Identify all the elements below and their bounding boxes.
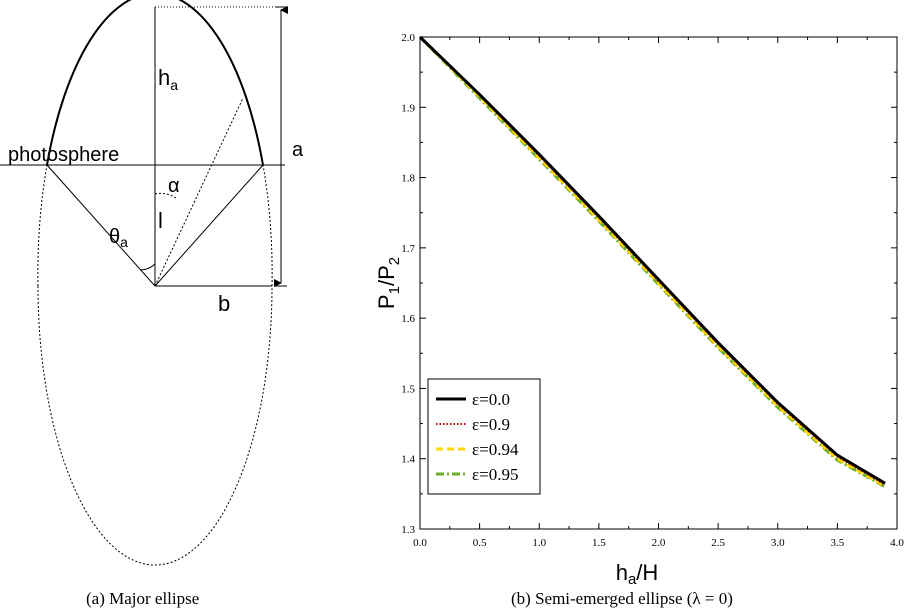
photosphere-label: photosphere <box>8 144 119 166</box>
a-label: a <box>292 139 304 161</box>
series-layer <box>418 35 886 489</box>
x-tick-label: 0.0 <box>413 537 427 549</box>
l-label: l <box>158 208 163 233</box>
y-tick-label: 1.4 <box>401 454 415 466</box>
x-tick-label: 3.0 <box>771 537 785 549</box>
y-tick-label: 1.3 <box>401 524 415 536</box>
legend-label: ε=0.0 <box>472 390 510 409</box>
x-tick-label: 2.0 <box>652 537 666 549</box>
series-line <box>418 35 886 485</box>
ellipse-diagram: photosphere ha a α l θa b (a) Major elli… <box>0 0 304 608</box>
y-tick-label: 1.8 <box>401 173 415 185</box>
dotted-radius <box>154 97 244 287</box>
right-chord <box>154 164 264 287</box>
legend-label: ε=0.95 <box>472 465 518 484</box>
y-tick-label: 2.0 <box>401 32 415 44</box>
chart-panel: 0.0 0.5 1.0 1.5 2.0 2.5 3.0 3.5 4.0 1.3 1.4 1.5 1.6 1… <box>374 32 904 608</box>
x-tick-label: 4.0 <box>890 537 904 549</box>
y-tick-label: 1.6 <box>401 313 415 325</box>
caption-b: (b) Semi-emerged ellipse (λ = 0) <box>511 589 733 608</box>
legend-label: ε=0.94 <box>472 440 519 459</box>
legend-label: ε=0.9 <box>472 415 510 434</box>
x-tick-label: 0.5 <box>473 537 487 549</box>
y-tick-label: 1.9 <box>401 102 415 114</box>
x-tick-label: 1.5 <box>592 537 606 549</box>
series-line <box>418 35 886 488</box>
theta-arc <box>139 263 156 271</box>
ellipse-lower-dotted <box>37 164 273 566</box>
y-tick-label: 1.7 <box>401 243 415 255</box>
y-tick-label: 1.5 <box>401 383 415 395</box>
ellipse-upper-solid <box>46 0 264 166</box>
alpha-label: α <box>168 175 180 197</box>
theta-a-label: θa <box>109 226 128 250</box>
y-axis-label: P1/P2 <box>374 257 403 309</box>
x-tick-label: 1.0 <box>532 537 546 549</box>
legend: ε=0.0 ε=0.9 ε=0.94 ε=0.95 <box>427 378 541 495</box>
h-a-label: ha <box>158 65 178 93</box>
x-tick-label: 3.5 <box>831 537 845 549</box>
left-chord <box>46 164 156 287</box>
x-axis-label: ha/H <box>616 560 659 588</box>
b-label: b <box>218 291 230 316</box>
caption-a: (a) Major ellipse <box>86 589 199 608</box>
x-tick-label: 2.5 <box>711 537 725 549</box>
alpha-arc <box>154 192 177 199</box>
